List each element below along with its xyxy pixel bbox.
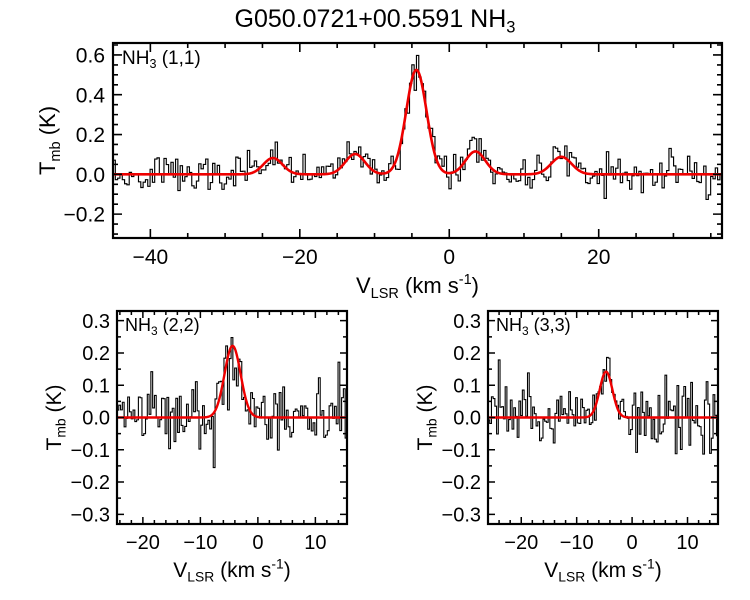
spectra-canvas bbox=[0, 0, 750, 600]
nh3-spectra-figure: G050.0721+00.5591 NH₃ NH3 (1,1) NH3 (2,2… bbox=[0, 0, 750, 600]
